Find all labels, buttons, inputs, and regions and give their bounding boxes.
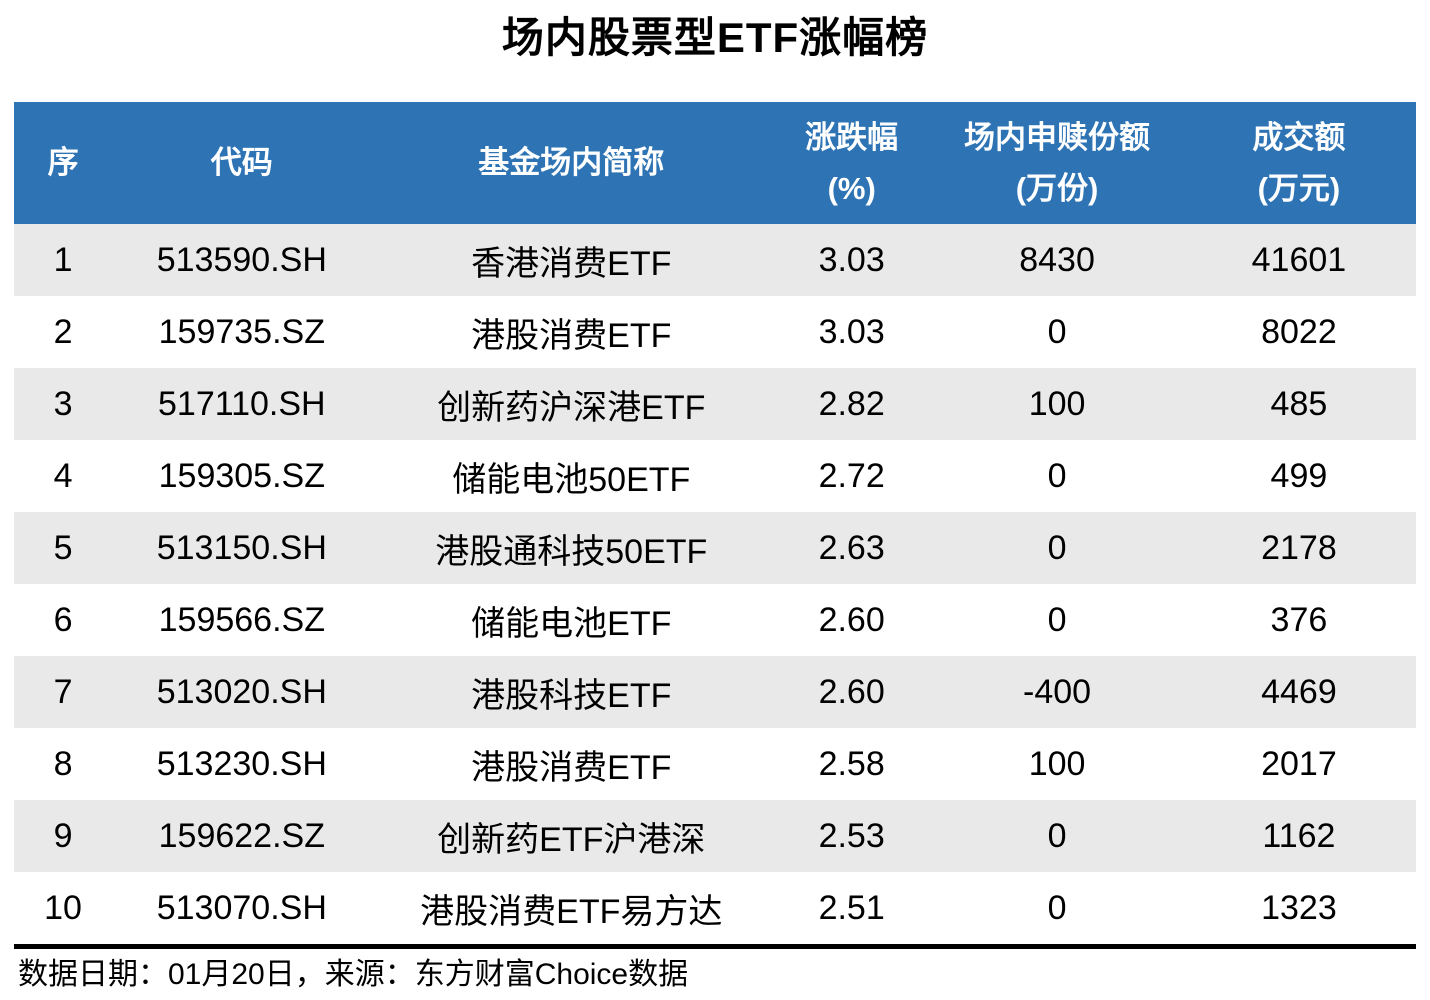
- cell-turnover: 1162: [1262, 816, 1336, 855]
- table-row: 5 513150.SH 港股通科技50ETF 2.63 0 2178: [14, 512, 1416, 584]
- cell-name: 港股消费ETF: [471, 316, 672, 355]
- cell-code: 513230.SH: [156, 744, 327, 783]
- cell-rank: 5: [53, 528, 73, 567]
- cell-shares: 0: [1047, 888, 1067, 927]
- cell-name: 创新药沪深港ETF: [437, 388, 706, 427]
- cell-shares: -400: [1023, 672, 1092, 711]
- cell-name: 创新药ETF沪港深: [437, 820, 706, 859]
- etf-table-container: 序 代码 基金场内简称 涨跌幅 (%): [14, 102, 1416, 949]
- cell-change: 2.82: [818, 384, 885, 423]
- cell-change: 2.60: [818, 600, 885, 639]
- data-source-note: 数据日期：01月20日，来源：东方财富Choice数据: [14, 949, 1416, 1000]
- cell-name: 香港消费ETF: [471, 244, 672, 283]
- cell-shares: 8430: [1019, 240, 1095, 279]
- cell-rank: 8: [53, 744, 73, 783]
- header-label: 场内申赎份额: [964, 119, 1151, 155]
- header-cell-code: 代码: [112, 102, 372, 224]
- cell-change: 2.53: [818, 816, 885, 855]
- cell-turnover: 4469: [1261, 672, 1337, 711]
- cell-rank: 3: [53, 384, 73, 423]
- header-cell-turnover: 成交额 (万元): [1181, 102, 1416, 224]
- cell-change: 2.51: [818, 888, 885, 927]
- header-label: 基金场内简称: [478, 145, 665, 181]
- cell-rank: 2: [53, 312, 73, 351]
- cell-shares: 0: [1047, 528, 1067, 567]
- table-row: 8 513230.SH 港股消费ETF 2.58 100 2017: [14, 728, 1416, 800]
- cell-code: 513150.SH: [156, 528, 327, 567]
- cell-name: 港股消费ETF易方达: [420, 892, 723, 931]
- cell-name: 储能电池50ETF: [452, 460, 691, 499]
- cell-shares: 100: [1028, 744, 1086, 783]
- cell-code: 159622.SZ: [158, 816, 325, 855]
- table-row: 4 159305.SZ 储能电池50ETF 2.72 0 499: [14, 440, 1416, 512]
- page-title: 场内股票型ETF涨幅榜: [501, 14, 929, 61]
- cell-turnover: 2017: [1261, 744, 1337, 783]
- cell-turnover: 376: [1270, 600, 1328, 639]
- cell-code: 159735.SZ: [158, 312, 325, 351]
- header-cell-name: 基金场内简称: [371, 102, 772, 224]
- cell-turnover: 1323: [1261, 888, 1337, 927]
- cell-rank: 10: [44, 888, 82, 927]
- table-row: 2 159735.SZ 港股消费ETF 3.03 0 8022: [14, 296, 1416, 368]
- table-row: 9 159622.SZ 创新药ETF沪港深 2.53 0 1162: [14, 800, 1416, 872]
- header-unit: (%): [827, 171, 876, 206]
- cell-change: 3.03: [818, 312, 885, 351]
- cell-code: 513070.SH: [156, 888, 327, 927]
- cell-name: 储能电池ETF: [471, 604, 672, 643]
- cell-shares: 0: [1047, 600, 1067, 639]
- cell-rank: 6: [53, 600, 73, 639]
- table-header-row: 序 代码 基金场内简称 涨跌幅 (%): [14, 102, 1416, 224]
- table-row: 6 159566.SZ 储能电池ETF 2.60 0 376: [14, 584, 1416, 656]
- cell-code: 159566.SZ: [158, 600, 325, 639]
- header-cell-change: 涨跌幅 (%): [771, 102, 933, 224]
- table-row: 10 513070.SH 港股消费ETF易方达 2.51 0 1323: [14, 872, 1416, 944]
- cell-change: 2.72: [818, 456, 885, 495]
- cell-code: 513020.SH: [156, 672, 327, 711]
- cell-change: 2.63: [818, 528, 885, 567]
- cell-turnover: 499: [1270, 456, 1328, 495]
- cell-change: 2.60: [818, 672, 885, 711]
- cell-code: 517110.SH: [158, 384, 326, 423]
- cell-name: 港股科技ETF: [471, 676, 672, 715]
- cell-change: 3.03: [818, 240, 885, 279]
- cell-turnover: 8022: [1261, 312, 1337, 351]
- cell-rank: 4: [53, 456, 73, 495]
- cell-name: 港股消费ETF: [471, 748, 672, 787]
- table-row: 7 513020.SH 港股科技ETF 2.60 -400 4469: [14, 656, 1416, 728]
- table-row: 1 513590.SH 香港消费ETF 3.03 8430 41601: [14, 224, 1416, 296]
- header-cell-rank: 序: [14, 102, 113, 224]
- cell-turnover: 2178: [1261, 528, 1337, 567]
- header-label: 成交额: [1252, 119, 1346, 155]
- cell-rank: 9: [53, 816, 73, 855]
- header-label: 代码: [210, 145, 273, 181]
- header-label: 序: [47, 145, 79, 181]
- header-cell-shares: 场内申赎份额 (万份): [932, 102, 1182, 224]
- cell-code: 513590.SH: [156, 240, 327, 279]
- table-row: 3 517110.SH 创新药沪深港ETF 2.82 100 485: [14, 368, 1416, 440]
- cell-turnover: 41601: [1251, 240, 1347, 279]
- cell-turnover: 485: [1270, 384, 1328, 423]
- cell-rank: 1: [53, 240, 73, 279]
- cell-shares: 100: [1028, 384, 1086, 423]
- cell-rank: 7: [53, 672, 73, 711]
- header-unit: (万份): [1015, 171, 1099, 206]
- cell-name: 港股通科技50ETF: [435, 532, 708, 571]
- cell-shares: 0: [1047, 456, 1067, 495]
- etf-table: 序 代码 基金场内简称 涨跌幅 (%): [14, 102, 1416, 944]
- cell-code: 159305.SZ: [158, 456, 325, 495]
- cell-shares: 0: [1047, 816, 1067, 855]
- cell-shares: 0: [1047, 312, 1067, 351]
- header-label: 涨跌幅: [805, 119, 899, 155]
- cell-change: 2.58: [818, 744, 885, 783]
- header-unit: (万元): [1257, 171, 1341, 206]
- etf-ranking-page: 场内股票型ETF涨幅榜 序 代码 基金场内简称: [0, 12, 1430, 1000]
